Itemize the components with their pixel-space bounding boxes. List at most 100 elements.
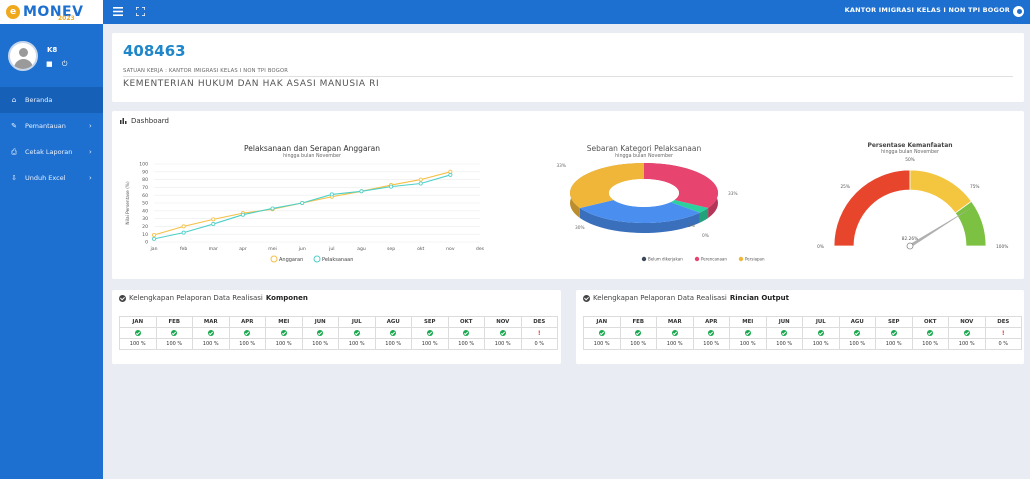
legend-marker	[313, 255, 321, 263]
check-circle-icon	[854, 329, 861, 336]
legend-label: Perencanaan	[701, 257, 727, 262]
sidebar-item-unduh-excel[interactable]: ⇩ Unduh Excel ›	[0, 165, 103, 191]
status-cell	[265, 327, 303, 339]
month-header: FEB	[155, 316, 193, 328]
sidebar-item-cetak-laporan[interactable]: ⎙ Cetak Laporan ›	[0, 139, 103, 165]
x-tick-label: jul	[328, 246, 334, 252]
download-icon: ⇩	[11, 174, 17, 182]
percent-cell: 100 %	[411, 338, 449, 350]
donut-slice	[570, 163, 644, 208]
check-circle-icon	[390, 329, 397, 336]
slice-label: 3%	[688, 223, 695, 229]
power-icon[interactable]: ⏻	[61, 60, 68, 68]
percent-cell: 100 %	[838, 338, 876, 350]
card-title: Kelengkapan Pelaporan Data Realisasi Kom…	[119, 294, 308, 302]
month-header: NOV	[948, 316, 986, 328]
month-header: DES	[520, 316, 558, 328]
check-circle-icon	[119, 294, 126, 302]
x-tick-label: jan	[149, 246, 157, 252]
gauge-tick-label: 75%	[970, 184, 980, 190]
gauge-band	[909, 169, 973, 214]
data-point	[418, 181, 423, 186]
warning-icon: !	[537, 329, 541, 337]
donut-slice	[644, 163, 718, 208]
office-name: KANTOR IMIGRASI KELAS I NON TPI BOGOR	[844, 6, 1010, 14]
satker-name: SATUAN KERJA : KANTOR IMIGRASI KELAS I N…	[123, 68, 289, 74]
slice-label: 30%	[575, 225, 585, 231]
gauge-chart-title: Persentase Kemanfaatan	[867, 142, 953, 149]
gauge-value-label: 82.26%	[902, 236, 918, 242]
gauge-band	[833, 169, 911, 247]
data-point	[389, 184, 394, 189]
month-header: JAN	[119, 316, 157, 328]
wrench-icon: ✎	[11, 122, 17, 130]
slice-label: 33%	[728, 191, 738, 197]
komponen-table: JAN FEB MAR APR MEI JUN JUL AGU SEP OKT NOV DES! 100…	[119, 316, 558, 350]
data-point	[152, 236, 157, 241]
chevron-right-icon: ›	[89, 122, 92, 130]
month-header: NOV	[484, 316, 522, 328]
slice-label: 0%	[702, 233, 709, 239]
percent-cell: 100 %	[119, 338, 157, 350]
dashboard-title: Dashboard	[120, 117, 169, 125]
top-navbar: e MONEV 2023 KANTOR IMIGRASI KELAS I NON…	[0, 0, 1030, 24]
y-tick-label: 10	[142, 232, 148, 238]
month-header: OKT	[447, 316, 485, 328]
month-header: MAR	[656, 316, 694, 328]
percent-cell: 100 %	[911, 338, 949, 350]
gauge-tick-label: 100%	[996, 244, 1008, 250]
sidebar-item-label: Cetak Laporan	[25, 148, 73, 156]
legend-marker	[641, 256, 647, 262]
percent-cell: 100 %	[948, 338, 986, 350]
pie-chart-subtitle: hingga bulan November	[615, 154, 673, 159]
x-tick-label: des	[476, 246, 485, 252]
warning-icon: !	[1001, 329, 1005, 337]
y-tick-label: 20	[142, 224, 148, 230]
check-circle-icon	[463, 329, 470, 336]
user-icon[interactable]: ■	[46, 60, 53, 68]
kelengkapan-output-card: Kelengkapan Pelaporan Data Realisasi Rin…	[576, 290, 1024, 364]
percent-cell: 100 %	[228, 338, 266, 350]
status-cell	[875, 327, 913, 339]
hamburger-icon[interactable]	[111, 5, 125, 19]
x-tick-label: jun	[298, 246, 306, 252]
month-header: AGU	[374, 316, 412, 328]
status-cell	[729, 327, 767, 339]
sidebar-item-beranda[interactable]: ⌂ Beranda	[0, 87, 103, 113]
gauge-chart: 0% 25% 50% 75% 100% 82.26%	[817, 157, 1008, 250]
status-cell	[119, 327, 157, 339]
month-header: DES	[984, 316, 1022, 328]
data-point	[359, 189, 364, 194]
status-cell	[619, 327, 657, 339]
user-circle-icon[interactable]	[1012, 5, 1025, 18]
sidebar-item-label: Unduh Excel	[25, 174, 66, 182]
data-point	[181, 224, 186, 229]
x-tick-label: nov	[446, 247, 455, 252]
month-header: AGU	[838, 316, 876, 328]
sidebar-item-label: Pemantauan	[25, 122, 66, 130]
check-circle-icon	[781, 329, 788, 336]
status-cell	[656, 327, 694, 339]
x-tick-label: apr	[239, 246, 247, 252]
satker-code: 408463	[123, 42, 186, 60]
slice-label: 33%	[556, 163, 566, 169]
sidebar-item-pemantauan[interactable]: ✎ Pemantauan ›	[0, 113, 103, 139]
y-tick-label: 40	[142, 208, 148, 214]
percent-cell: 100 %	[192, 338, 230, 350]
line-chart-subtitle: hingga bulan November	[283, 154, 341, 159]
x-tick-label: mei	[268, 246, 277, 252]
satker-header-card: 408463 SATUAN KERJA : KANTOR IMIGRASI KE…	[112, 33, 1024, 102]
check-circle-icon	[207, 329, 214, 336]
status-cell: !	[520, 327, 558, 339]
brand-name: MONEV	[23, 4, 84, 20]
brand-logo[interactable]: e MONEV 2023	[0, 0, 103, 24]
expand-icon[interactable]	[133, 5, 147, 19]
check-circle-icon	[927, 329, 934, 336]
check-circle-icon	[244, 329, 251, 336]
status-cell	[583, 327, 621, 339]
card-title-text: Kelengkapan Pelaporan Data Realisasi	[129, 294, 263, 302]
gauge-pivot	[906, 242, 914, 250]
x-tick-label: mar	[209, 246, 218, 252]
data-point	[152, 232, 157, 237]
